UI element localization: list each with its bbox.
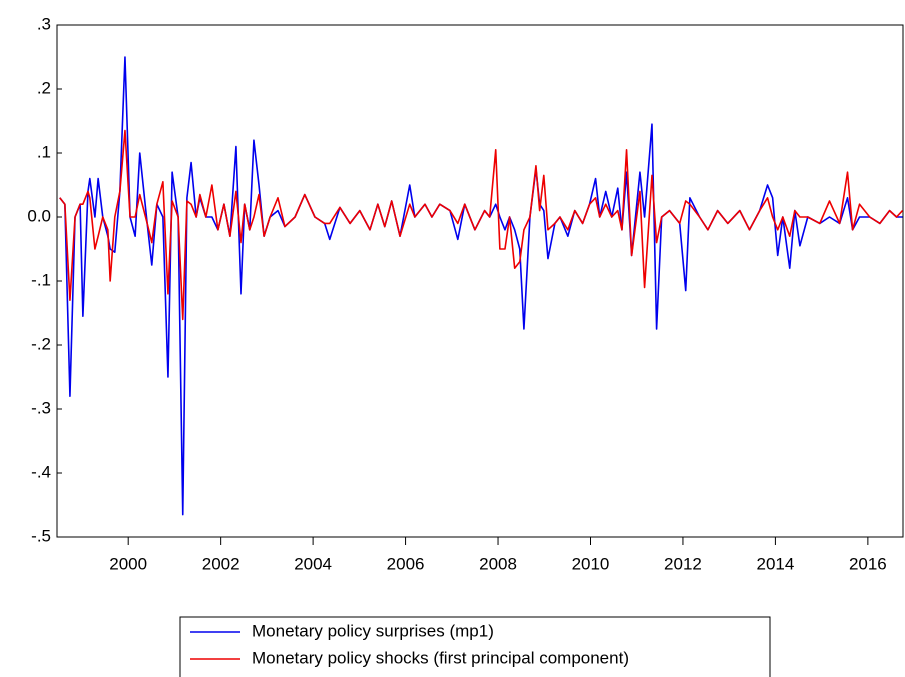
x-tick-label: 2010 bbox=[572, 554, 610, 573]
x-tick-label: 2002 bbox=[202, 554, 240, 573]
y-tick-label: -.4 bbox=[31, 462, 51, 481]
y-tick-label: -.1 bbox=[31, 270, 51, 289]
series-line bbox=[59, 56, 903, 516]
x-tick-label: 2014 bbox=[756, 554, 794, 573]
y-tick-label: .2 bbox=[37, 78, 51, 97]
legend-box bbox=[179, 616, 771, 677]
x-tick-label: 2004 bbox=[294, 554, 332, 573]
y-tick-label: 0.0 bbox=[27, 206, 51, 225]
series-line bbox=[59, 129, 904, 321]
x-tick-label: 2006 bbox=[387, 554, 425, 573]
x-tick-label: 2008 bbox=[479, 554, 517, 573]
legend-label: Monetary policy surprises (mp1) bbox=[252, 621, 494, 640]
x-tick-label: 2016 bbox=[849, 554, 887, 573]
y-tick-label: .1 bbox=[37, 142, 51, 161]
y-tick-label: -.3 bbox=[31, 398, 51, 417]
x-tick-label: 2012 bbox=[664, 554, 702, 573]
y-tick-label: .3 bbox=[37, 14, 51, 33]
y-tick-label: -.5 bbox=[31, 526, 51, 545]
legend-label: Monetary policy shocks (first principal … bbox=[252, 648, 629, 667]
x-tick-label: 2000 bbox=[109, 554, 147, 573]
y-tick-label: -.2 bbox=[31, 334, 51, 353]
